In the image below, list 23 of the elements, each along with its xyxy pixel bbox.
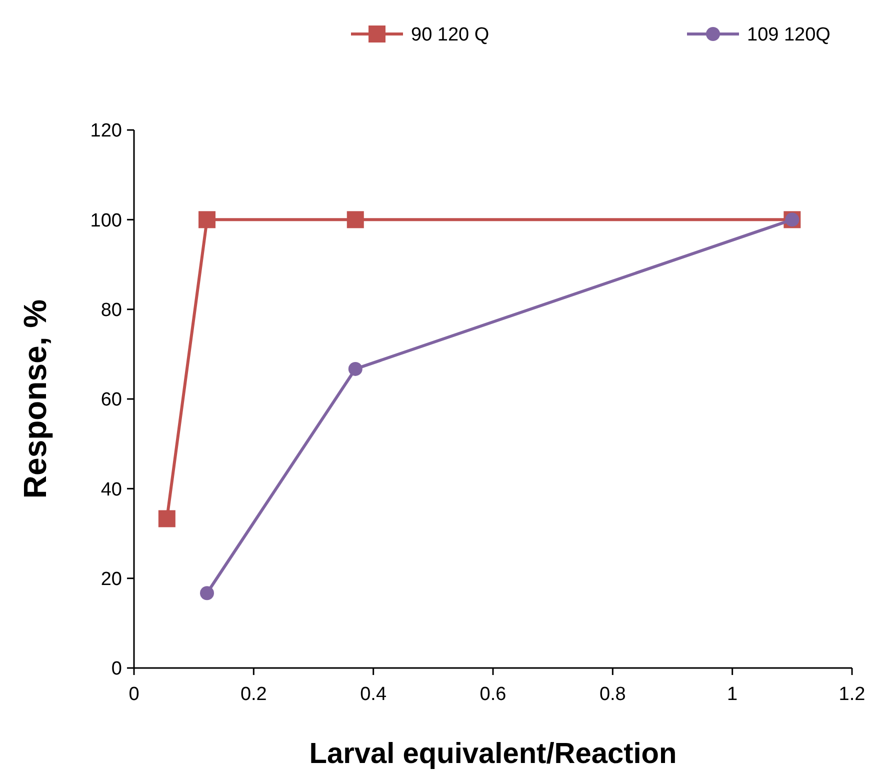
x-tick-label: 0.4 bbox=[360, 684, 387, 705]
y-tick-label: 40 bbox=[100, 479, 122, 500]
legend-label: 109 120Q bbox=[747, 24, 830, 46]
legend-label: 90 120 Q bbox=[411, 24, 490, 46]
x-axis-title: Larval equivalent/Reaction bbox=[309, 738, 677, 770]
x-tick-label: 1.2 bbox=[838, 684, 866, 705]
point bbox=[348, 362, 362, 376]
x-tick-label: 0.6 bbox=[480, 684, 506, 705]
x-tick-label: 0.8 bbox=[599, 684, 626, 705]
y-tick-label: 60 bbox=[100, 390, 122, 411]
y-axis-title: Response, % bbox=[17, 299, 53, 499]
x-tick-label: 0 bbox=[128, 684, 140, 705]
x-tick-label: 1 bbox=[727, 684, 738, 705]
y-tick-label: 80 bbox=[100, 300, 122, 321]
point bbox=[200, 586, 214, 600]
y-tick-label: 0 bbox=[111, 658, 122, 680]
y-tick-label: 100 bbox=[90, 210, 122, 232]
point bbox=[158, 510, 176, 528]
y-tick-label: 120 bbox=[90, 120, 122, 142]
y-tick-label: 20 bbox=[100, 568, 122, 590]
point bbox=[346, 211, 364, 228]
x-tick-label: 0.2 bbox=[240, 684, 267, 705]
point bbox=[198, 211, 216, 228]
